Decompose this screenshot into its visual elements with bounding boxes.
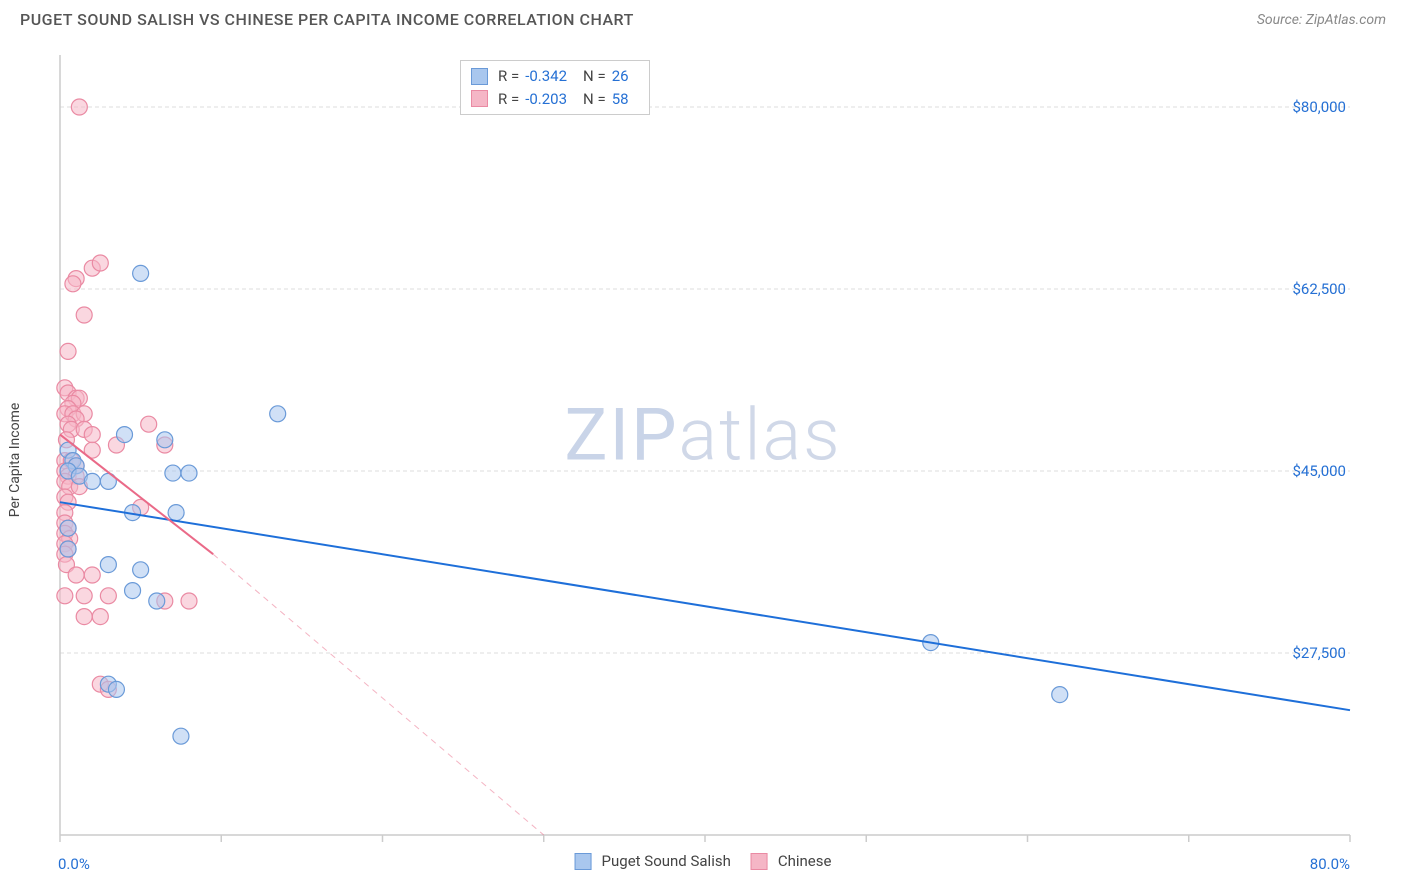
y-tick-label: $27,500 <box>1292 644 1346 662</box>
stats-row-series1: R = -0.342 N = 26 <box>471 65 639 88</box>
source-label: Source: ZipAtlas.com <box>1257 12 1386 28</box>
legend-swatch-2 <box>751 853 768 870</box>
scatter-plot <box>20 45 1386 875</box>
x-axis-max-label: 80.0% <box>1310 855 1350 873</box>
y-tick-label: $45,000 <box>1292 462 1346 480</box>
stats-legend: R = -0.342 N = 26 R = -0.203 N = 58 <box>460 60 650 115</box>
y-tick-label: $62,500 <box>1292 280 1346 298</box>
swatch-series1 <box>471 68 488 85</box>
swatch-series2 <box>471 90 488 107</box>
legend-label-2: Chinese <box>778 852 832 870</box>
chart-title: PUGET SOUND SALISH VS CHINESE PER CAPITA… <box>20 10 634 29</box>
series-legend: Puget Sound Salish Chinese <box>575 852 832 870</box>
legend-label-1: Puget Sound Salish <box>602 852 731 870</box>
legend-item-1: Puget Sound Salish <box>575 852 731 870</box>
stats-row-series2: R = -0.203 N = 58 <box>471 88 639 111</box>
y-tick-label: $80,000 <box>1292 98 1346 116</box>
legend-swatch-1 <box>575 853 592 870</box>
legend-item-2: Chinese <box>751 852 832 870</box>
x-axis-min-label: 0.0% <box>58 855 90 873</box>
chart-container: Per Capita Income ZIPatlas R = -0.342 N … <box>20 45 1386 875</box>
